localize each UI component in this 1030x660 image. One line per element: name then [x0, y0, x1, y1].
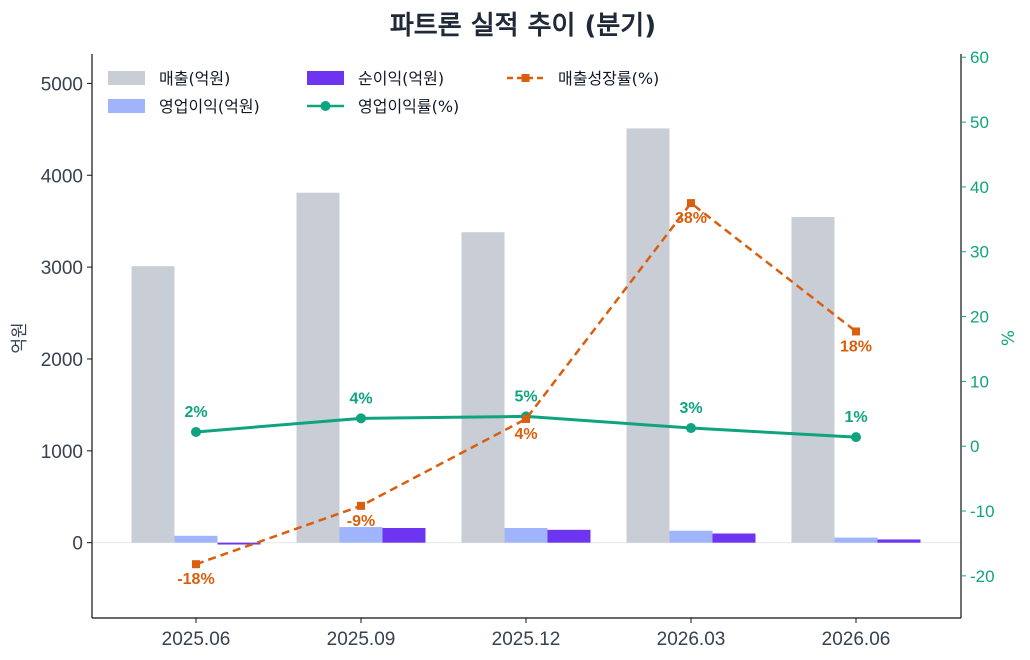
legend-swatch: [108, 71, 145, 85]
point-2-2026.06: [852, 327, 860, 336]
legend-swatch: [108, 99, 145, 113]
bar-2-2025.09: [339, 527, 383, 543]
x-tick-label: 2026.03: [657, 629, 726, 650]
axes-layer: 0 1000 2000 3000 4000 5000 -20 -10 0 10 20 30 40 50 60…: [41, 48, 995, 650]
legend: 매출(억원) 영업이익(억원) 순이익(억원) 영업이익률(%) 매출성장률(%): [108, 69, 659, 116]
bar-1-2026.03: [626, 128, 670, 543]
x-tick-label: 2025.09: [327, 629, 396, 650]
data-label-1: 5%: [514, 388, 537, 405]
y-tick-label: 4000: [41, 166, 83, 187]
y-tick-label: 1000: [41, 442, 83, 463]
bar-3-2025.12: [547, 529, 591, 543]
legend-swatch: [307, 71, 344, 85]
y2-tick-label: 20: [970, 308, 989, 327]
data-label-1: 4%: [349, 390, 372, 407]
y2-tick-label: -10: [970, 502, 995, 521]
line-series-2: [195, 201, 857, 566]
bar-3-2025.06: [217, 542, 261, 545]
y2-axis-label: %: [999, 330, 1019, 346]
x-tick-label: 2026.06: [822, 629, 891, 650]
bars-layer: [92, 128, 961, 545]
y2-tick-label: -20: [970, 567, 995, 586]
legend-label: 영업이익(억원): [159, 97, 260, 116]
legend-label: 순이익(억원): [358, 69, 444, 88]
bar-1-2026.06: [791, 217, 835, 543]
data-label-2: -18%: [177, 571, 214, 588]
bar-2-2025.06: [174, 535, 218, 543]
data-label-2: 18%: [840, 338, 872, 355]
y2-tick-label: 40: [970, 178, 989, 197]
y2-tick-label: 30: [970, 243, 989, 262]
bar-2-2026.06: [834, 537, 878, 543]
point-2-2025.06: [192, 560, 200, 569]
legend-label: 영업이익률(%): [358, 97, 459, 116]
lines-layer: 2% 4% 5% 3% 1% -18% -9% 4% 38% 18%: [177, 199, 872, 588]
legend-marker: [320, 101, 331, 111]
y-tick-label: 5000: [41, 74, 83, 95]
legend-label: 매출성장률(%): [558, 69, 659, 88]
point-1-2025.06: [191, 426, 201, 437]
y-tick-label: 3000: [41, 258, 83, 279]
x-tick-label: 2025.12: [492, 629, 561, 650]
bar-2-2025.12: [504, 527, 548, 543]
bar-1-2025.09: [296, 192, 340, 543]
data-label-1: 1%: [844, 409, 867, 426]
point-1-2026.03: [686, 423, 696, 434]
bar-1-2025.12: [461, 232, 505, 543]
point-1-2025.09: [356, 413, 366, 424]
data-label-2: -9%: [347, 513, 375, 530]
bar-3-2025.09: [382, 527, 426, 543]
bar-2-2026.03: [669, 530, 713, 543]
point-2-2025.12: [522, 414, 530, 423]
bar-1-2025.06: [131, 266, 175, 543]
bar-3-2026.06: [877, 539, 921, 543]
y2-tick-label: 0: [970, 437, 979, 456]
point-2-2025.09: [357, 501, 365, 510]
legend-marker: [521, 74, 530, 82]
y-tick-label: 0: [72, 534, 83, 555]
point-1-2026.06: [851, 432, 861, 443]
y2-tick-label: 50: [970, 113, 989, 132]
data-label-1: 2%: [184, 404, 207, 421]
point-2-2026.03: [687, 199, 695, 208]
data-label-2: 4%: [514, 426, 537, 443]
y-tick-label: 2000: [41, 350, 83, 371]
x-tick-label: 2025.06: [162, 629, 231, 650]
bar-3-2026.03: [712, 533, 756, 543]
data-label-2: 38%: [675, 210, 707, 227]
y2-tick-label: 60: [970, 48, 989, 67]
data-label-1: 3%: [679, 400, 702, 417]
legend-label: 매출(억원): [159, 69, 230, 88]
chart-title: 파트론 실적 추이 (분기): [390, 11, 656, 41]
y2-tick-label: 10: [970, 372, 989, 391]
y-axis-label: 억원: [10, 322, 30, 353]
